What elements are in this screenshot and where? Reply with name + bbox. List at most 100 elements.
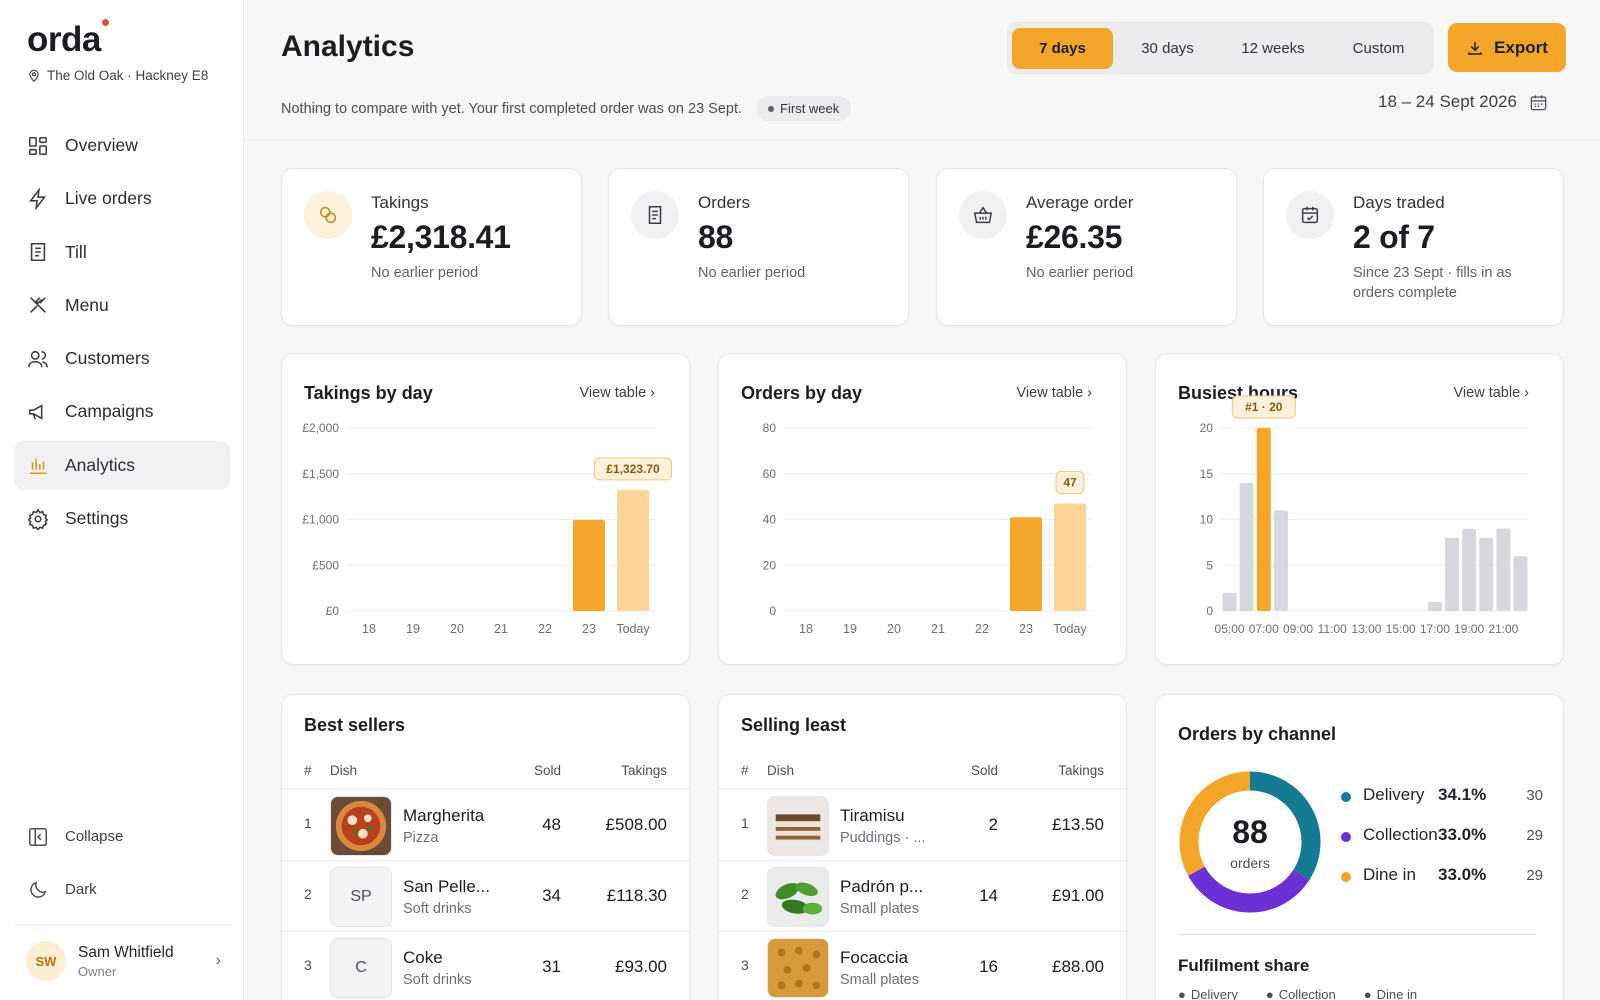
dish-category: Soft drinks (403, 901, 472, 917)
avatar: SW (26, 941, 66, 981)
nav-label: Settings (65, 508, 129, 529)
export-button[interactable]: Export (1448, 23, 1566, 72)
nav-item-till[interactable]: Till (14, 228, 230, 277)
chart-bar (617, 489, 649, 611)
nav-item-live-orders[interactable]: Live orders (14, 174, 230, 223)
receipt-icon (30, 243, 46, 262)
x-tick-label: 22 (975, 622, 989, 636)
range-custom[interactable]: Custom (1352, 39, 1405, 57)
chart-title: Orders by day (741, 383, 863, 403)
dark-mode-toggle[interactable]: Dark (14, 867, 230, 912)
value-callout: 47 (1063, 475, 1077, 489)
dark-label: Dark (65, 881, 97, 898)
y-tick-label: 0 (1206, 604, 1213, 618)
sold-count: 48 (542, 815, 561, 834)
x-tick-label: 23 (582, 622, 596, 636)
nav-item-customers[interactable]: Customers (14, 334, 230, 383)
collapse-label: Collapse (65, 828, 124, 845)
date-range-label: 18 – 24 Sept 2026 (1378, 92, 1517, 111)
table-row[interactable]: 2 SP San Pelle... Soft drinks 34 £118.30 (282, 862, 689, 932)
chart-bar (1256, 428, 1271, 611)
brand-logo[interactable]: orda (27, 20, 101, 59)
dish-name: Coke (403, 948, 443, 967)
view-table-link[interactable]: View table › (1016, 385, 1093, 401)
takings-bar-chart: £0 £500 £1,000 £1,500 £2,000 18 19 20 21 22 23 Toda… (302, 421, 672, 636)
dish-name: San Pelle... (403, 877, 490, 896)
megaphone-icon (28, 404, 43, 420)
x-tick-label: 09:00 (1283, 622, 1313, 636)
moon-icon (30, 881, 47, 898)
table-row[interactable]: 1 Margherita Pizza 48 £508.00 (282, 791, 689, 861)
kpi-card-average-order: Average order £26.35 No earlier period (936, 168, 1237, 326)
user-role: Owner (78, 963, 117, 979)
page-title: Analytics (281, 30, 415, 63)
dish-image-focaccia (767, 938, 829, 998)
table-row[interactable]: 1 Tiramisu Puddings · ... 2 £13.50 (719, 791, 1126, 861)
dish-image-tiramisu (767, 796, 829, 856)
value-callout-bg (1055, 470, 1085, 494)
channel-legend: Delivery 34.1% 30 Collection 33.0% 29 Di… (1341, 785, 1551, 905)
date-range-picker[interactable]: 18 – 24 Sept 2026 (1378, 92, 1548, 112)
view-table-link[interactable]: View table › (579, 385, 656, 401)
dish-name: Padrón p... (840, 877, 924, 896)
dish-category: Pizza (403, 830, 439, 846)
nav-item-overview[interactable]: Overview (14, 121, 230, 170)
value-callout-bg (1231, 395, 1296, 419)
nav-item-menu[interactable]: Menu (14, 281, 230, 330)
chevron-right-icon: › (215, 952, 221, 969)
fulfilment-legend-item: Delivery (1178, 987, 1238, 1000)
row-index: 1 (741, 815, 749, 831)
x-tick-label: 18 (799, 622, 813, 636)
range-7-days[interactable]: 7 days (1012, 27, 1113, 69)
kpi-label: Orders (698, 193, 750, 212)
legend-percent: 33.0% (1438, 865, 1487, 884)
chart-bar (1445, 537, 1459, 611)
status-badge: First week (756, 96, 852, 121)
export-label: Export (1494, 37, 1548, 57)
col-sold: Sold (970, 763, 998, 778)
donut-slice (1249, 771, 1321, 881)
table-row[interactable]: 3 Focaccia Small plates 16 £88.00 (719, 933, 1126, 1000)
sidebar-footer: Collapse Dark (14, 814, 230, 920)
donut-total-label: orders (1230, 855, 1270, 871)
range-12-weeks[interactable]: 12 weeks (1241, 39, 1305, 57)
nav-item-campaigns[interactable]: Campaigns (14, 387, 230, 436)
collapse-button[interactable]: Collapse (14, 814, 230, 859)
col-takings: Takings (1058, 763, 1104, 778)
y-tick-label: 5 (1206, 558, 1213, 572)
nav-item-settings[interactable]: Settings (14, 494, 230, 543)
fulfilment-legend: Delivery Collection Dine in (1178, 987, 1417, 1000)
legend-count: 30 (1526, 787, 1543, 804)
kpi-card-orders: Orders 88 No earlier period (608, 168, 909, 326)
chart-bar (1273, 510, 1288, 611)
bolt-icon (29, 187, 46, 210)
col-index: # (741, 763, 749, 778)
chart-card-busiest-hours: Busiest hours View table › 0 5 10 15 20 05:00… (1155, 353, 1564, 665)
chart-bar (1222, 592, 1237, 611)
fulfilment-legend-item: Dine in (1364, 987, 1417, 1000)
x-tick-label: 23 (1019, 622, 1033, 636)
kpi-value: £26.35 (1026, 219, 1123, 255)
range-30-days[interactable]: 30 days (1141, 39, 1194, 57)
y-tick-label: 20 (1200, 421, 1214, 435)
col-sold: Sold (533, 763, 561, 778)
kpi-note: Since 23 Sept · fills in as orders compl… (1353, 265, 1512, 301)
view-table-link[interactable]: View table › (1453, 385, 1530, 401)
user-menu[interactable]: SW Sam Whitfield Owner › (26, 941, 221, 981)
bar-chart-icon (29, 458, 47, 475)
table-row[interactable]: 3 C Coke Soft drinks 31 £93.00 (282, 933, 689, 1000)
takings-value: £91.00 (1052, 886, 1104, 905)
y-tick-label: 10 (1200, 513, 1214, 527)
legend-name: Dine in (1363, 865, 1416, 884)
legend-dot (1341, 832, 1351, 842)
table-row[interactable]: 2 Padrón p... Small plates 14 £91.00 (719, 862, 1126, 932)
y-tick-label: £0 (326, 604, 340, 618)
nav-label: Menu (65, 294, 109, 315)
nav-item-analytics[interactable]: Analytics (14, 440, 230, 490)
brand-dot (102, 19, 109, 26)
grid-icon (28, 136, 48, 155)
gear-icon (27, 508, 49, 530)
nav-label: Analytics (65, 454, 136, 475)
x-tick-label: Today (1053, 622, 1087, 636)
table-title: Best sellers (304, 715, 406, 735)
